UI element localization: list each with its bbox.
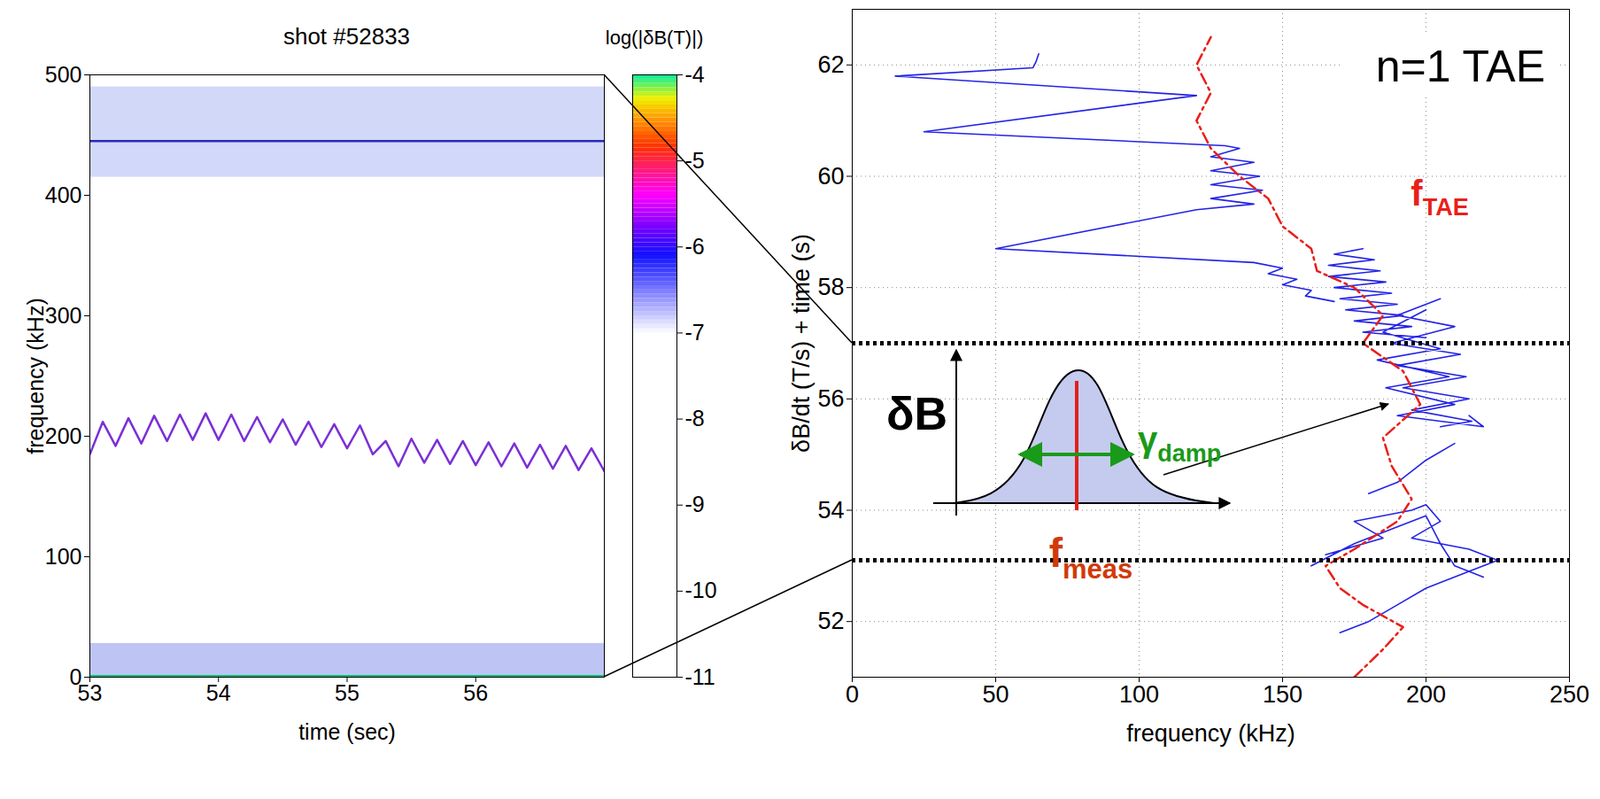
- svg-text:frequency (kHz): frequency (kHz): [1126, 719, 1296, 747]
- svg-text:frequency (kHz): frequency (kHz): [23, 297, 48, 454]
- svg-text:fTAE: fTAE: [1410, 173, 1469, 221]
- svg-text:60: 60: [817, 162, 844, 190]
- svg-text:58: 58: [817, 273, 844, 301]
- svg-text:-8: -8: [685, 405, 705, 431]
- svg-text:500: 500: [45, 61, 83, 87]
- svg-text:56: 56: [463, 680, 488, 705]
- svg-text:100: 100: [45, 543, 83, 569]
- svg-text:-4: -4: [685, 61, 705, 87]
- svg-text:-6: -6: [685, 233, 705, 259]
- svg-text:time (sec): time (sec): [298, 718, 396, 744]
- svg-text:0: 0: [845, 680, 859, 708]
- html-text:shot #52833: shot #52833: [283, 23, 411, 50]
- svg-text:-7: -7: [685, 319, 705, 345]
- svg-text:-5: -5: [685, 147, 705, 173]
- svg-text:-11: -11: [685, 664, 716, 689]
- svg-text:250: 250: [1549, 680, 1590, 708]
- svg-text:δB: δB: [886, 387, 948, 440]
- svg-text:n=1 TAE: n=1 TAE: [1375, 41, 1546, 92]
- svg-text:fmeas: fmeas: [1049, 529, 1134, 585]
- svg-text:55: 55: [334, 680, 360, 705]
- svg-text:56: 56: [817, 385, 844, 412]
- svg-text:50: 50: [981, 680, 1009, 708]
- svg-text:100: 100: [1119, 680, 1160, 708]
- svg-text:150: 150: [1262, 680, 1303, 708]
- svg-text:54: 54: [206, 680, 232, 705]
- svg-text:52: 52: [817, 607, 844, 634]
- svg-text:0: 0: [69, 663, 82, 689]
- svg-text:54: 54: [817, 496, 844, 524]
- svg-text:-9: -9: [685, 491, 705, 517]
- svg-text:200: 200: [45, 423, 83, 449]
- svg-text:400: 400: [45, 182, 83, 208]
- svg-text:δB/dt (T/s) + time (s): δB/dt (T/s) + time (s): [788, 233, 815, 453]
- svg-text:-10: -10: [685, 577, 718, 603]
- svg-text:62: 62: [817, 51, 844, 78]
- svg-text:53: 53: [77, 680, 103, 705]
- html-text:log(|δB(T)|): log(|δB(T)|): [605, 26, 704, 49]
- svg-text:γdamp: γdamp: [1137, 419, 1222, 467]
- svg-text:200: 200: [1406, 680, 1446, 708]
- svg-text:300: 300: [45, 302, 83, 328]
